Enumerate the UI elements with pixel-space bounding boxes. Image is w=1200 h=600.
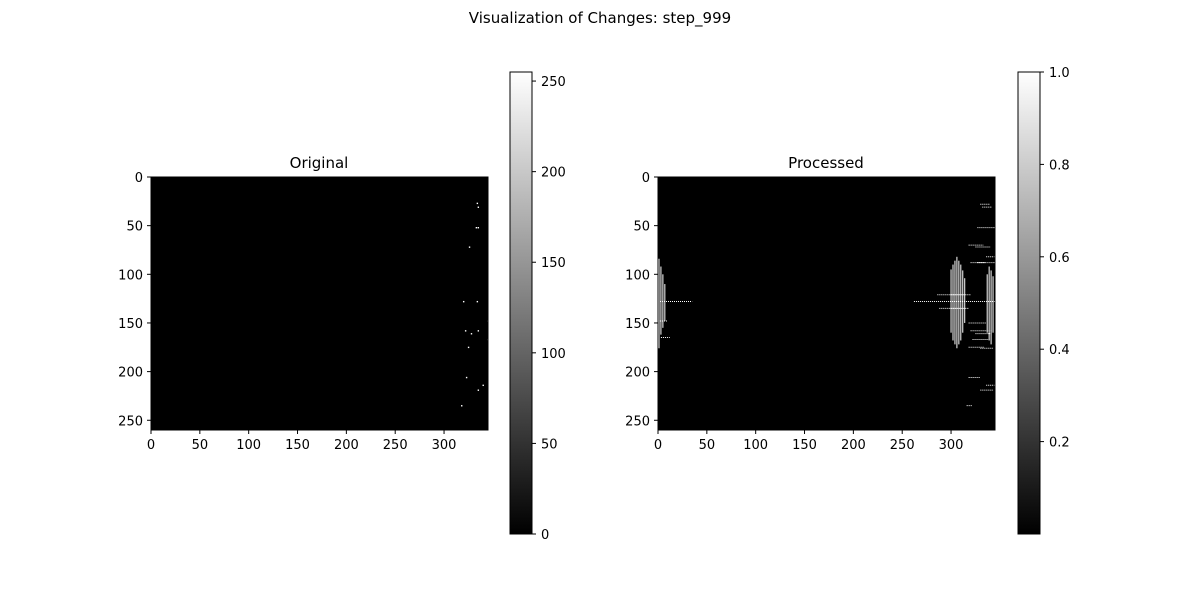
original-colorbar-tick-label: 150 <box>541 256 566 271</box>
original-bright-pixel <box>476 300 479 303</box>
original-y-tick-label: 150 <box>118 317 143 332</box>
original-x-tick-label: 200 <box>334 438 359 453</box>
original-y-tick-label: 100 <box>118 268 143 283</box>
processed-panel: Processed 0 50 100 150 200 250 300 0 50 100 150 20… <box>625 66 1070 535</box>
processed-x-tick-label: 50 <box>699 438 716 453</box>
processed-colorbar-tick-label: 0.8 <box>1049 158 1070 173</box>
processed-y-tick-label: 250 <box>625 414 650 429</box>
original-colorbar-tick-label: 200 <box>541 166 566 181</box>
original-bright-pixel <box>468 246 471 248</box>
processed-y-tick-label: 100 <box>625 268 650 283</box>
original-bright-pixel <box>477 227 480 229</box>
original-x-axis: 0 50 100 150 200 250 300 <box>147 430 457 453</box>
processed-x-tick-label: 0 <box>654 438 662 453</box>
figure-suptitle: Visualization of Changes: step_999 <box>469 9 731 28</box>
processed-title: Processed <box>788 154 864 172</box>
processed-x-axis: 0 50 100 150 200 250 300 <box>654 430 964 453</box>
processed-x-tick-label: 150 <box>792 438 817 453</box>
original-colorbar-tick-label: 0 <box>541 528 549 543</box>
processed-colorbar-tick-label: 0.6 <box>1049 251 1070 266</box>
processed-colorbar-tick-label: 1.0 <box>1049 66 1070 81</box>
original-image <box>151 177 488 430</box>
processed-colorbar-tick-label: 0.4 <box>1049 343 1070 358</box>
processed-x-tick-label: 200 <box>841 438 866 453</box>
original-bright-pixel <box>470 333 473 335</box>
original-x-tick-label: 250 <box>383 438 408 453</box>
processed-y-tick-label: 200 <box>625 366 650 381</box>
processed-y-tick-label: 50 <box>633 220 650 235</box>
processed-x-tick-label: 300 <box>939 438 964 453</box>
original-bright-pixel <box>465 376 468 379</box>
original-colorbar <box>509 71 533 535</box>
original-x-tick-label: 150 <box>285 438 310 453</box>
original-bright-pixel <box>467 346 470 349</box>
original-title: Original <box>290 154 349 172</box>
processed-colorbar-tick-label: 0.2 <box>1049 436 1070 451</box>
original-x-tick-label: 100 <box>236 438 261 453</box>
original-y-tick-label: 0 <box>135 171 143 186</box>
original-frame <box>150 176 489 431</box>
original-bright-pixel <box>475 227 478 229</box>
original-bright-pixel <box>462 300 465 303</box>
processed-y-tick-label: 150 <box>625 317 650 332</box>
original-bright-pixel <box>482 384 484 387</box>
original-bright-pixel <box>461 405 463 407</box>
original-colorbar-ticks: 0 50 100 150 200 250 <box>532 75 566 543</box>
original-bright-pixel <box>464 330 467 332</box>
original-colorbar-tick-label: 50 <box>541 437 558 452</box>
processed-colorbar <box>1017 71 1041 535</box>
processed-x-tick-label: 100 <box>743 438 768 453</box>
processed-marks <box>658 203 995 407</box>
original-y-tick-label: 50 <box>126 220 143 235</box>
original-y-axis: 0 50 100 150 200 250 <box>118 171 151 429</box>
processed-y-axis: 0 50 100 150 200 250 <box>625 171 658 429</box>
processed-image <box>658 177 995 430</box>
original-y-tick-label: 250 <box>118 414 143 429</box>
original-bright-pixel <box>477 206 480 208</box>
original-colorbar-tick-label: 250 <box>541 75 566 90</box>
processed-x-tick-label: 250 <box>890 438 915 453</box>
original-bright-pixel <box>477 330 480 332</box>
processed-y-tick-label: 0 <box>642 171 650 186</box>
original-colorbar-tick-label: 100 <box>541 347 566 362</box>
original-y-tick-label: 200 <box>118 366 143 381</box>
original-x-tick-label: 300 <box>432 438 457 453</box>
processed-frame <box>657 176 996 431</box>
original-bright-pixel <box>476 202 479 205</box>
original-x-tick-label: 50 <box>192 438 209 453</box>
original-bright-pixel <box>477 389 480 391</box>
processed-colorbar-ticks: 0.2 0.4 0.6 0.8 1.0 <box>1040 66 1070 451</box>
original-panel: Original 0 50 100 150 200 250 300 0 50 100 150 200… <box>118 71 566 543</box>
original-x-tick-label: 0 <box>147 438 155 453</box>
